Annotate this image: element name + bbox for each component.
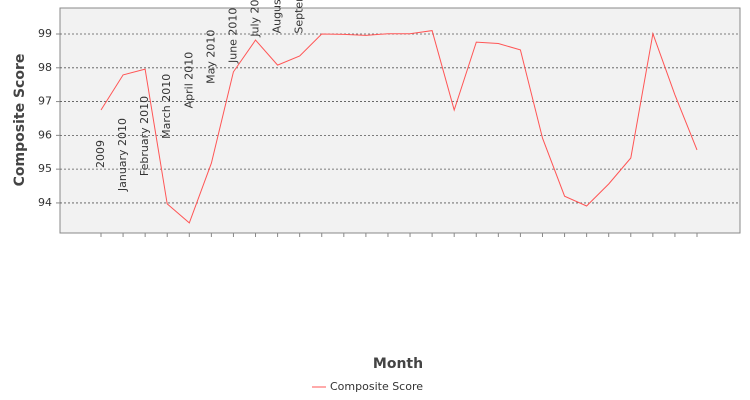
x-tick-label: June 2010	[226, 8, 239, 64]
plot-area	[59, 7, 741, 234]
y-tick-label: 96	[38, 128, 52, 141]
x-tick-label: April 2010	[182, 52, 195, 109]
x-tick-label: May 2010	[204, 30, 217, 84]
x-tick-label: September 2010	[293, 0, 306, 34]
y-tick-label: 94	[38, 196, 52, 209]
x-tick-label: July 2010	[249, 0, 262, 38]
x-tick-label: August 2010	[271, 0, 284, 33]
x-tick-label: 2009	[94, 140, 107, 168]
series-line	[100, 30, 698, 224]
x-tick-label: March 2010	[160, 74, 173, 139]
y-tick-label: 97	[38, 95, 52, 108]
legend-label: Composite Score	[330, 380, 423, 393]
x-axis-title: Month	[373, 356, 423, 372]
y-tick-label: 98	[38, 61, 52, 74]
x-tick-label: January 2010	[116, 118, 129, 192]
y-tick-label: 95	[38, 162, 52, 175]
y-tick-label: 99	[38, 27, 52, 40]
x-tick-label: February 2010	[138, 96, 151, 176]
y-axis-title: Composite Score	[12, 54, 28, 187]
